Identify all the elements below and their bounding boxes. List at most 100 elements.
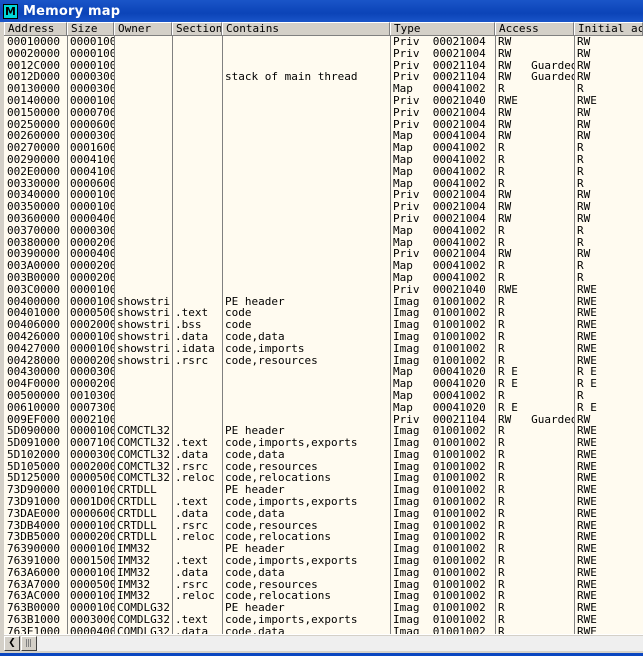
cell-type: Priv 00021104 [393,71,486,84]
table-row[interactable]: 00390000 00004000 Priv 00021004 RW RW [4,248,643,260]
scrollbar-thumb[interactable] [21,635,37,651]
table-row[interactable]: 763B1000 00030000COMDLG32 .text code,import… [4,614,643,626]
cell-access: RW [498,212,512,225]
cell-access: R [498,425,505,438]
cell-initial: R E [577,366,597,379]
scrollbar-track[interactable] [37,635,643,651]
horizontal-scrollbar[interactable]: ❮ [4,634,643,651]
table-row[interactable]: 00340000 00001000 Priv 00021004 RW RW [4,189,643,201]
cell-type: Priv 00021104 [393,413,486,426]
column-header-initial[interactable]: Initial acc [574,22,643,35]
table-row[interactable]: 00140000 00001000 Priv 00021040 RWE RWE [4,95,643,107]
table-row[interactable]: 00350000 00001000 Priv 00021004 RW RW [4,201,643,213]
cell-initial: R [577,165,584,178]
table-row[interactable]: 00360000 00004000 Priv 00021004 RW RW [4,213,643,225]
table-row[interactable]: 00270000 00016000 Map 00041002 R R [4,142,643,154]
table-row[interactable]: 00427000 00001000showstri .idata code,impor… [4,343,643,355]
table-row[interactable]: 5D091000 00071000COMCTL32 .text code,import… [4,437,643,449]
cell-initial: RWE [577,543,597,556]
table-row[interactable]: 76391000 00015000IMM32 .text code,imports,e… [4,555,643,567]
cell-size: 00001000 [70,295,114,308]
table-row[interactable]: 002E0000 00041000 Map 00041002 R R [4,166,643,178]
cell-access: RW [498,189,512,202]
table-row[interactable]: 763A6000 00001000IMM32 .data code,data Imag … [4,567,643,579]
table-row[interactable]: 00010000 00001000 Priv 00021004 RW RW [4,36,643,48]
column-header-contains[interactable]: Contains [222,22,390,35]
table-row[interactable]: 00290000 00041000 Map 00041002 R R [4,154,643,166]
column-header-owner[interactable]: Owner [114,22,172,35]
table-row[interactable]: 00610000 00073000 Map 00041020 R E R E [4,402,643,414]
cell-initial: R [577,389,584,402]
cell-size: 00006000 [70,507,114,520]
cell-size: 00001000 [70,36,114,48]
cell-size: 00001000 [70,59,114,72]
table-row[interactable]: 0012C000 00001000 Priv 00021104 RW GuardedR… [4,60,643,72]
table-row[interactable]: 763B0000 00001000COMDLG32 PE header Imag 01… [4,602,643,614]
table-row[interactable]: 00400000 00001000showstri PE header Imag 01… [4,296,643,308]
title-bar[interactable]: M Memory map [0,0,643,22]
column-header-section[interactable]: Section [172,22,222,35]
table-row[interactable]: 003C0000 00001000 Priv 00021040 RWE RWE [4,284,643,296]
cell-type: Priv 00021004 [393,201,486,213]
cell-owner: COMCTL32 [117,425,170,438]
cell-type: Imag 01001002 [393,484,486,497]
table-row[interactable]: 00250000 00006000 Priv 00021004 RW RW [4,119,643,131]
table-row[interactable]: 763A7000 00005000IMM32 .rsrc code,resources… [4,579,643,591]
cell-access: RWE [498,94,518,107]
table-row[interactable]: 00150000 00007000 Priv 00021004 RW RW [4,107,643,119]
table-row[interactable]: 73D90000 00001000CRTDLL PE header Imag 0100… [4,484,643,496]
table-row[interactable]: 73DB5000 00002000CRTDLL .reloc code,relocat… [4,531,643,543]
table-row[interactable]: 00401000 00005000showstri .text code Imag 01… [4,307,643,319]
column-header-access[interactable]: Access [495,22,574,35]
cell-address: 5D102000 [7,448,60,461]
table-row[interactable]: 5D105000 00020000COMCTL32 .rsrc code,resour… [4,461,643,473]
column-header-address[interactable]: Address [4,22,67,35]
table-row[interactable]: 763AC000 00001000IMM32 .reloc code,relocati… [4,590,643,602]
cell-contains: code,data [225,448,285,461]
table-row[interactable]: 5D090000 00001000COMCTL32 PE header Imag 01… [4,425,643,437]
cell-initial: RWE [577,319,597,331]
cell-initial: RWE [577,307,597,320]
column-header-size[interactable]: Size [67,22,114,35]
scroll-left-arrow-icon[interactable]: ❮ [4,635,20,651]
table-row[interactable]: 00426000 00001000showstri .data code,data Im… [4,331,643,343]
table-row[interactable]: 73DAE000 00006000CRTDLL .data code,data Imag… [4,508,643,520]
table-row[interactable]: 00500000 00103000 Map 00041002 R R [4,390,643,402]
table-row[interactable]: 73D91000 0001D000CRTDLL .text code,imports,… [4,496,643,508]
cell-access: R [498,578,505,591]
cell-type: Map 00041002 [393,236,486,249]
table-row[interactable]: 5D102000 00003000COMCTL32 .data code,data Im… [4,449,643,461]
cell-access: R [498,437,505,449]
cell-type: Imag 01001002 [393,566,486,579]
cell-address: 00430000 [7,366,60,379]
cell-type: Priv 00021004 [393,248,486,261]
cell-contains: PE header [225,602,285,615]
cell-size: 00103000 [70,389,114,402]
table-row[interactable]: 5D125000 00005000COMCTL32 .reloc code,reloc… [4,472,643,484]
table-row[interactable]: 00406000 00020000showstri .bss code Imag 010… [4,319,643,331]
cell-initial: R [577,224,584,237]
table-row[interactable]: 76390000 00001000IMM32 PE header Imag 01001… [4,543,643,555]
table-row[interactable]: 00020000 00001000 Priv 00021004 RW RW [4,48,643,60]
cell-access: R [498,484,505,497]
column-divider-type [390,36,391,634]
table-row[interactable]: 73DB4000 00001000CRTDLL .rsrc code,resource… [4,520,643,532]
column-header-type[interactable]: Type [390,22,495,35]
table-row[interactable]: 763E1000 00004000COMDLG32 .data code,data Im… [4,626,643,634]
cell-access: R [498,354,505,367]
table-row[interactable]: 00330000 00006000 Map 00041002 R R [4,178,643,190]
table-row[interactable]: 009EF000 00021000 Priv 00021104 RW GuardedR… [4,414,643,426]
cell-address: 00428000 [7,354,60,367]
